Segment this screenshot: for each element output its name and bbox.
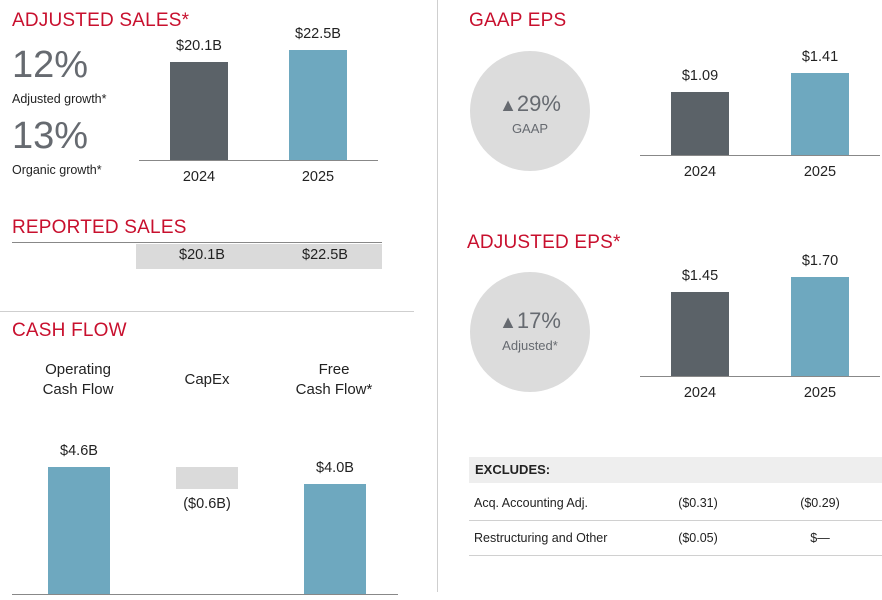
operating-cash-flow-line1: Operating [45,361,111,378]
operating-cash-flow-line2: Cash Flow [42,381,114,398]
reported-sales-2024: $20.1B [179,247,225,263]
free-cash-flow-header: Free Cash Flow* [274,360,394,400]
gaap-eps-category-label-2025: 2025 [803,164,837,180]
adjusted-eps-title: ADJUSTED EPS* [467,232,621,253]
organic-growth-label: Organic growth* [12,163,102,177]
cash-flow-value-label-operating-cash-flow: $4.6B [60,443,98,459]
cash-flow-value-label-capex: ($0.6B) [183,496,231,513]
excludes-row-label: Restructuring and Other [474,531,608,545]
capex-header: CapEx [147,370,267,390]
free-cash-flow-line1: Free [318,361,350,378]
adjusted-eps-bar-2024 [671,291,729,376]
capex-line1: CapEx [184,371,230,388]
gaap-eps-value-label-2024: $1.09 [681,67,719,84]
gaap-eps-value-label-2025: $1.41 [801,49,839,65]
gaap-eps-axis [640,155,880,156]
gaap-eps-change-value: 29% [516,91,561,116]
cash-flow-axis [12,594,398,595]
excludes-row-2025: ($0.29) [800,496,840,510]
adjusted-eps-value-label-2025: $1.70 [801,253,839,269]
adjusted-eps-change-circle: ▲17% Adjusted* [470,272,590,392]
adjusted-eps-axis [640,376,880,377]
gaap-eps-bar-2025 [791,73,849,155]
adjusted-sales-category-label-2024: 2024 [182,169,216,185]
excludes-row-label: Acq. Accounting Adj. [474,496,588,510]
reported-sales-title: REPORTED SALES [12,217,187,238]
adjusted-sales-axis [139,160,378,161]
cash-flow-title: CASH FLOW [12,320,127,341]
adjusted-growth-value: 12% [12,44,89,86]
adjusted-eps-value-label-2024: $1.45 [681,267,719,284]
gaap-eps-change-circle: ▲29% GAAP [470,51,590,171]
excludes-row-2024: ($0.31) [678,496,718,510]
up-triangle-icon: ▲ [499,312,517,332]
free-cash-flow-line2: Cash Flow* [295,381,373,398]
cash-flow-value-label-free-cash-flow: $4.0B [316,459,354,476]
adjusted-sales-value-label-2024: $20.1B [176,37,222,54]
adjusted-sales-bar-2024 [170,61,228,160]
excludes-row-2025: $— [810,531,830,545]
excludes-row-divider [469,520,882,521]
excludes-row-divider [469,555,882,556]
cash-flow-bar-operating-cash-flow [48,467,110,594]
gaap-eps-change: ▲29% [470,91,590,117]
reported-sales-rule [12,242,382,243]
adjusted-eps-bar-2025 [791,277,849,376]
reported-sales-band [136,244,382,269]
gaap-eps-change-label: GAAP [511,121,549,136]
adjusted-growth-label: Adjusted growth* [12,92,107,106]
adjusted-sales-category-label-2025: 2025 [301,169,335,185]
excludes-title: EXCLUDES: [475,462,551,477]
adjusted-eps-change-value: 17% [516,308,561,333]
gaap-eps-category-label-2024: 2024 [683,164,717,180]
excludes-row-2024: ($0.05) [678,531,718,545]
adjusted-eps-category-label-2025: 2025 [803,385,837,401]
adjusted-sales-value-label-2025: $22.5B [295,26,341,42]
cash-flow-bar-free-cash-flow [304,483,366,594]
adjusted-eps-change-label: Adjusted* [502,338,558,353]
adjusted-sales-title: ADJUSTED SALES* [12,10,190,31]
adjusted-sales-bar-2025 [289,50,347,160]
operating-cash-flow-header: Operating Cash Flow [18,360,138,400]
vertical-divider [437,0,438,592]
reported-sales-2025: $22.5B [302,247,348,263]
up-triangle-icon: ▲ [499,95,517,115]
adjusted-eps-category-label-2024: 2024 [683,385,717,401]
excludes-header-band [469,457,882,483]
gaap-eps-bar-2024 [671,91,729,155]
cash-flow-bar-capex [176,467,238,490]
adjusted-eps-change: ▲17% [470,308,590,334]
organic-growth-value: 13% [12,115,89,157]
horizontal-divider [0,311,414,312]
gaap-eps-title: GAAP EPS [469,10,567,31]
